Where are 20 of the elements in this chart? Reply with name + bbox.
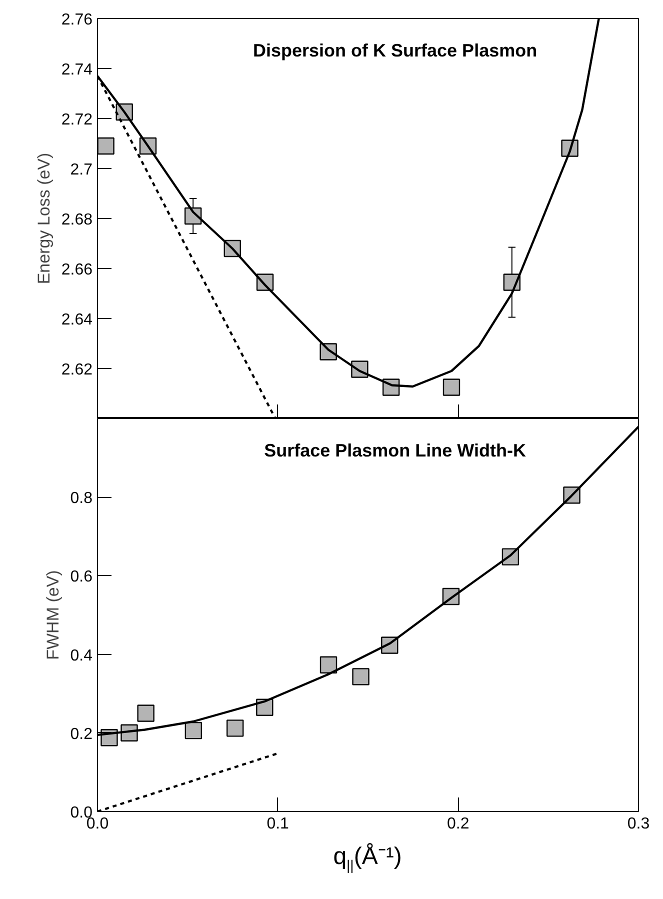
x-tick-label: 0.1 xyxy=(266,816,290,832)
y-tick-label: 2.62 xyxy=(61,362,93,378)
text: Surface Plasmon Line Width-K xyxy=(264,440,526,460)
y-tick-label: 2.68 xyxy=(61,212,93,228)
y-tick-label: 2.76 xyxy=(61,12,93,28)
y-tick-label: 2.74 xyxy=(61,62,93,78)
x-axis-title: q$_{||}$(Å⁻¹) xyxy=(333,842,402,875)
text: Dispersion of K Surface Plasmon xyxy=(253,40,538,60)
y-tick-label: 2.66 xyxy=(61,262,93,278)
y-axis-title: Energy Loss (eV) xyxy=(34,152,54,284)
y-tick-label: 2.64 xyxy=(61,312,93,328)
y-axis-title: FWHM (eV) xyxy=(43,570,62,660)
y-tick-label: 0.2 xyxy=(70,726,93,743)
y-tick-label: 2.72 xyxy=(61,112,93,128)
y-tick-label: 2.7 xyxy=(70,162,93,178)
y-tick-label: 0.8 xyxy=(70,490,93,508)
y-tick-label: 0.6 xyxy=(70,568,93,586)
x-tick-label: 0.3 xyxy=(627,816,650,832)
x-tick-label: 0.2 xyxy=(447,816,470,832)
y-tick-label: 0.4 xyxy=(70,647,93,664)
